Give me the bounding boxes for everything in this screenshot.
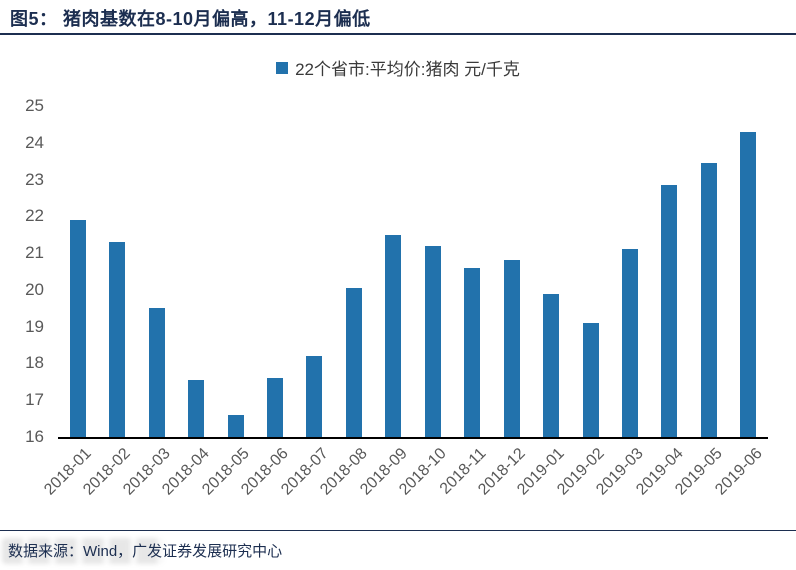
legend-label: 22个省市:平均价:猪肉 元/千克 [295, 60, 520, 79]
y-tick-label: 19 [25, 316, 44, 336]
x-tick-label: 2018-06 [238, 445, 292, 499]
y-tick-label: 20 [25, 279, 44, 299]
plot-area [58, 106, 768, 439]
y-tick-label: 25 [25, 96, 44, 115]
bar [109, 242, 126, 437]
bar [503, 260, 520, 437]
source-note: 数据来源：Wind，广发证券发展研究中心 [8, 543, 283, 560]
x-tick-label: 2018-05 [198, 445, 253, 499]
x-tick-label: 2018-07 [277, 445, 332, 499]
x-tick-label: 2018-08 [317, 445, 371, 499]
bar [543, 293, 560, 437]
bar [306, 356, 323, 437]
bar [385, 234, 402, 437]
x-tick-label: 2019-02 [553, 445, 608, 499]
x-tick-label: 2019-03 [593, 445, 647, 499]
figure-title: 图5： 猪肉基数在8-10月偏高，11-12月偏低 [10, 9, 371, 29]
footer-divider [0, 530, 796, 531]
y-tick-label: 22 [25, 206, 44, 226]
x-axis-labels: 2018-01 2018-02 2018-03 2018-04 2018-05 2018-… [41, 439, 768, 524]
y-tick-label: 18 [25, 353, 44, 373]
x-tick-label: 2018-03 [120, 445, 174, 499]
bar [188, 380, 205, 437]
x-tick-label: 2018-11 [436, 445, 490, 498]
x-tick-label: 2019-04 [632, 445, 687, 499]
chart-legend: 22个省市:平均价:猪肉 元/千克 [0, 55, 796, 80]
bar [148, 308, 165, 437]
title-divider [0, 33, 796, 35]
x-tick-label: 2019-01 [514, 445, 569, 499]
x-tick-label: 2018-02 [80, 445, 135, 499]
y-tick-label: 24 [25, 132, 44, 152]
source-note-row: 数据来源：Wind，广发证券发展研究中心 [2, 538, 283, 564]
y-tick-label: 23 [25, 169, 44, 189]
bar [227, 414, 244, 437]
y-tick-label: 21 [25, 243, 44, 263]
bar [582, 323, 599, 437]
x-tick-label: 2018-01 [41, 445, 95, 499]
x-tick-label: 2018-12 [475, 445, 529, 499]
bar [700, 163, 717, 437]
bar [424, 245, 441, 437]
bar [266, 378, 283, 437]
bar [69, 220, 86, 437]
bar [345, 288, 362, 437]
y-tick-label: 16 [25, 427, 44, 446]
bar [621, 249, 638, 437]
bar [464, 267, 481, 437]
x-tick-label: 2018-10 [396, 445, 450, 499]
x-tick-label: 2018-04 [159, 445, 214, 499]
y-axis-labels: 16 17 18 19 20 21 22 23 24 25 [0, 96, 48, 446]
legend-swatch-icon [276, 61, 289, 74]
bar [661, 185, 678, 437]
x-tick-label: 2019-06 [711, 445, 766, 499]
x-tick-label: 2019-05 [672, 445, 726, 499]
x-tick-label: 2018-09 [356, 445, 411, 499]
watermark [2, 538, 164, 564]
bar [740, 131, 757, 437]
y-tick-label: 17 [25, 390, 44, 410]
